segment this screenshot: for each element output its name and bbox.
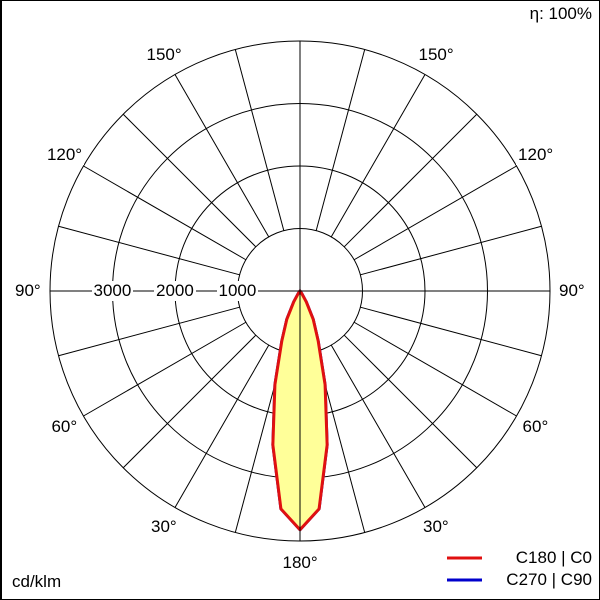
angle-label: 90°	[557, 281, 587, 301]
angle-label: 60°	[520, 417, 551, 437]
legend-label: C180 | C0	[515, 548, 592, 567]
angle-label: 150°	[416, 45, 456, 66]
grid-spoke	[122, 334, 257, 469]
grid-spoke	[83, 321, 247, 417]
grid-spoke	[343, 113, 478, 248]
grid-spoke	[353, 165, 517, 261]
grid-spoke	[360, 225, 542, 276]
grid-spoke	[122, 113, 257, 248]
grid-spoke	[174, 74, 270, 238]
grid-spoke	[330, 344, 426, 508]
grid-spoke	[234, 49, 285, 231]
angle-label: 180°	[280, 553, 320, 573]
frame-left	[0, 0, 2, 600]
grid-spoke	[58, 225, 240, 276]
grid-spoke	[330, 74, 426, 238]
radial-tick-label: 2000	[154, 281, 196, 301]
legend-label: C270 | C90	[506, 570, 592, 589]
grid-spoke	[83, 165, 247, 261]
grid-spoke	[360, 306, 542, 357]
angle-label: 30°	[149, 516, 179, 537]
efficiency-label: η: 100%	[529, 4, 592, 23]
angle-label: 120°	[44, 145, 85, 165]
grid-spoke	[343, 334, 478, 469]
angle-label: 120°	[516, 145, 556, 165]
angle-label: 60°	[49, 417, 80, 437]
radial-tick-label: 1000	[216, 281, 259, 301]
grid-spoke	[315, 49, 366, 231]
grid-spoke	[353, 321, 517, 417]
grid-spoke	[58, 306, 240, 357]
radial-tick-label: 3000	[91, 281, 134, 301]
angle-label: 30°	[421, 516, 451, 537]
unit-label: cd/klm	[12, 572, 62, 591]
angle-label: 150°	[144, 45, 184, 66]
grid-spoke	[174, 344, 270, 508]
angle-label: 90°	[13, 281, 43, 301]
